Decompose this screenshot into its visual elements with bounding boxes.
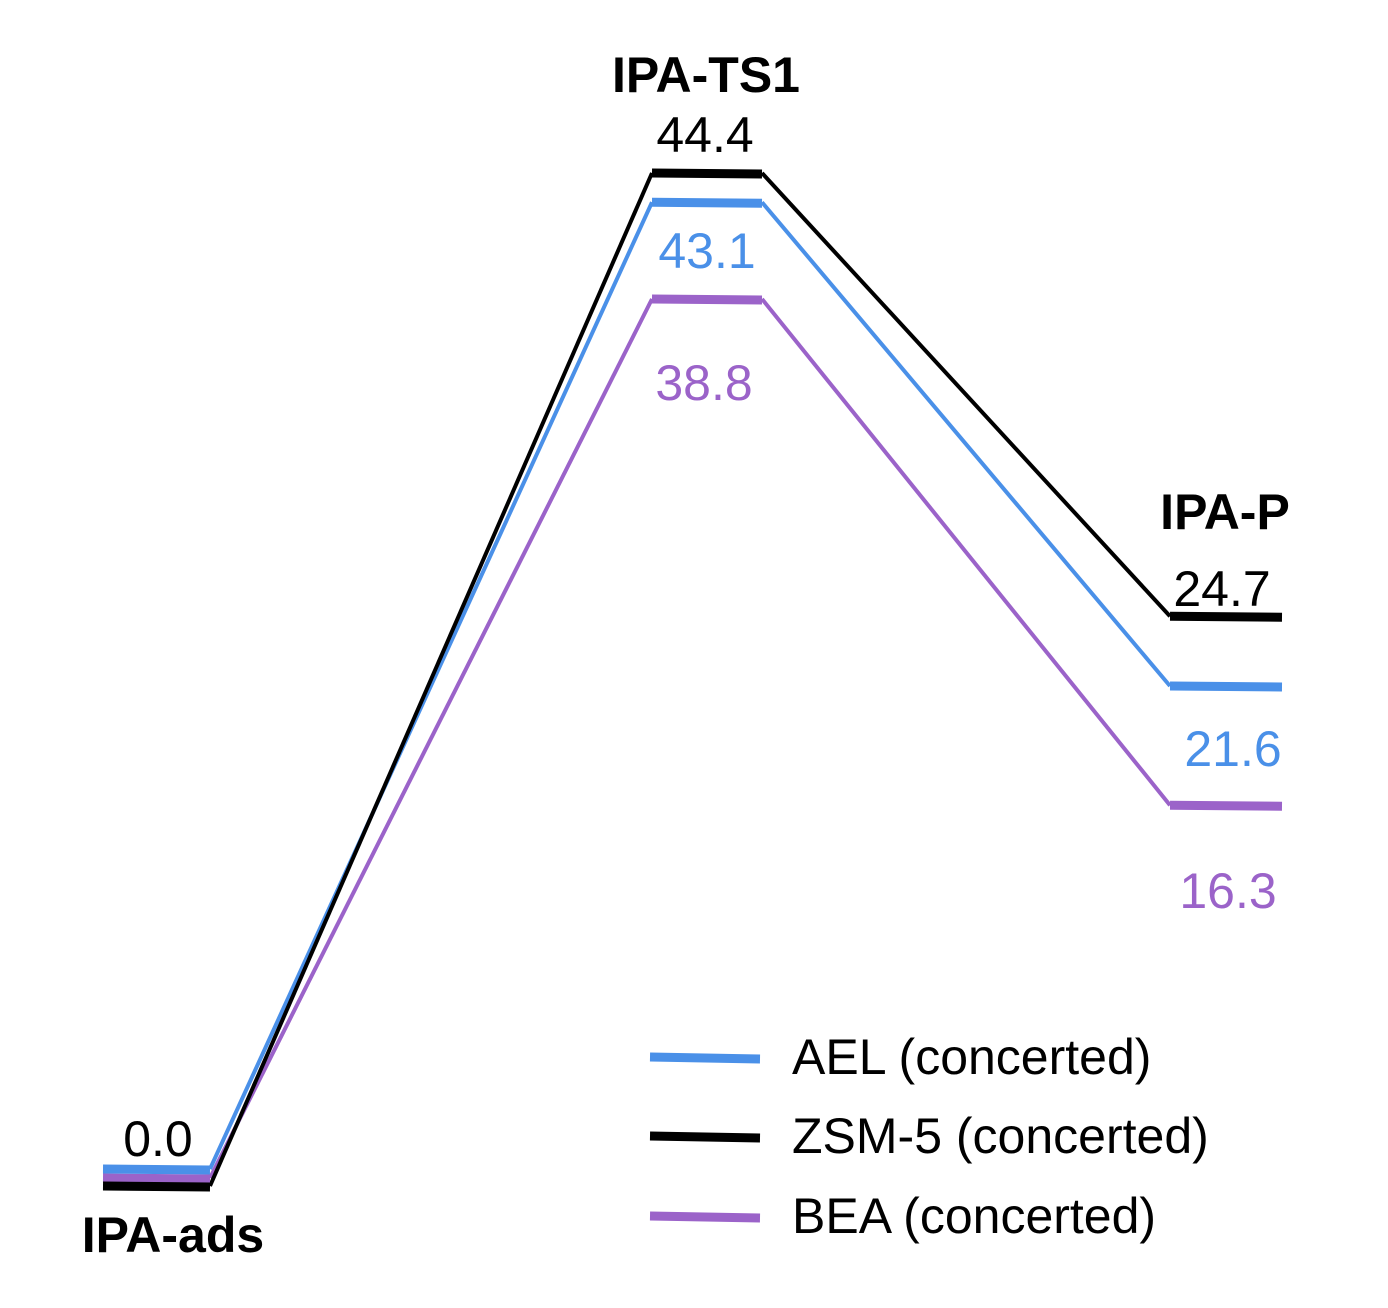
connector-zsm5-0 [208,172,654,1187]
level-bea-ipa-ts1 [651,294,763,305]
level-bea-ipa-ads [102,1173,211,1184]
state-label-ts1: IPA-TS1 [612,47,800,103]
connector-ael-1 [760,200,1172,688]
value-label-ts1-ael: 43.1 [658,223,755,279]
value-label-p-ael: 21.6 [1184,721,1281,777]
value-label-ts1-zsm5: 44.4 [656,107,753,163]
connector-ael-0 [208,201,654,1170]
level-ael-ipa-ts1 [651,197,763,208]
value-label-ts1-bea: 38.8 [655,355,752,411]
legend-label-ael: AEL (concerted) [792,1029,1151,1085]
legend-swatch-ael [649,1052,761,1064]
state-label-ads: IPA-ads [82,1207,264,1263]
connector-bea-1 [760,297,1172,807]
legend-swatch-zsm5 [649,1131,761,1143]
value-label-p-zsm5: 24.7 [1173,561,1270,617]
level-ael-ipa-ads [102,1164,211,1175]
level-zsm5-ipa-ts1 [651,168,763,179]
legend: AEL (concerted) ZSM-5 (concerted) BEA (c… [649,1029,1209,1244]
legend-swatch-bea [649,1211,761,1223]
level-bea-ipa-p [1169,800,1283,811]
state-label-p: IPA-P [1160,484,1290,540]
connector-zsm5-1 [760,171,1172,618]
energy-levels [102,168,1283,1192]
level-zsm5-ipa-ads [102,1181,211,1192]
connector-lines [208,171,1172,1187]
legend-label-zsm5: ZSM-5 (concerted) [792,1108,1209,1164]
value-label-p-bea: 16.3 [1179,863,1276,919]
connector-bea-0 [208,298,654,1179]
value-label-ads: 0.0 [123,1111,193,1167]
level-zsm5-ipa-p [1169,611,1283,622]
level-ael-ipa-p [1169,681,1283,692]
legend-label-bea: BEA (concerted) [792,1188,1156,1244]
